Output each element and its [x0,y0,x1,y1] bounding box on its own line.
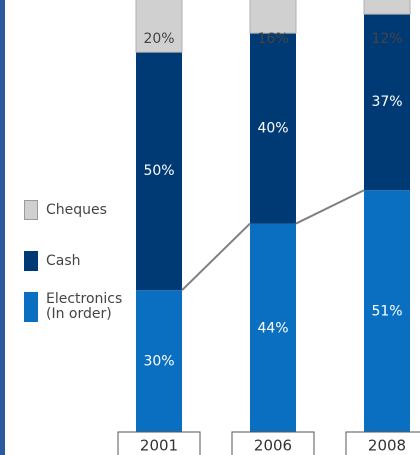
bar-segment-electronics-2008 [364,190,410,433]
bar-segment-cash-2006 [250,33,296,224]
bar-segment-cheques-2008 [363,0,411,15]
legend-label-cheques: Cheques [46,202,107,218]
data-label-electronics-2001: 30% [143,354,174,370]
connector-line-2001-2006 [181,222,251,291]
legend-item-electronics: Electronics (In order) [24,292,122,322]
legend-swatch-cash [24,251,38,271]
legend-label-cash: Cash [46,253,81,269]
legend-label-electronics: Electronics (In order) [46,291,123,322]
legend-swatch-electronics [24,292,38,322]
bar-segment-cash-2008 [364,14,410,191]
legend-swatch-cheques [24,200,38,220]
category-box-2001 [117,431,201,455]
data-label-electronics-2008: 51% [371,304,402,320]
data-label-cash-2006: 40% [257,120,288,136]
data-label-electronics-2006: 44% [257,320,288,336]
bar-segment-electronics-2001 [136,290,182,433]
legend-item-cash: Cash [24,251,81,271]
data-label-cash-2008: 37% [371,94,402,110]
bar-segment-cash-2001 [136,52,182,291]
connector-line-2006-2008 [295,189,365,225]
data-label-cheques-2008: 12% [371,31,402,47]
category-label-2001: 2001 [140,437,178,455]
category-label-2006: 2006 [254,437,292,455]
data-label-cash-2001: 50% [143,163,174,179]
legend-item-cheques: Cheques [24,200,107,220]
data-label-cheques-2006: 16% [257,31,288,47]
bar-segment-cheques-2006 [249,0,297,34]
left-border [0,0,5,455]
bar-segment-electronics-2006 [250,223,296,433]
data-label-cheques-2001: 20% [143,31,174,47]
category-box-2008 [345,431,420,455]
category-label-2008: 2008 [368,437,406,455]
category-box-2006 [231,431,315,455]
bar-segment-cheques-2001 [135,0,183,53]
